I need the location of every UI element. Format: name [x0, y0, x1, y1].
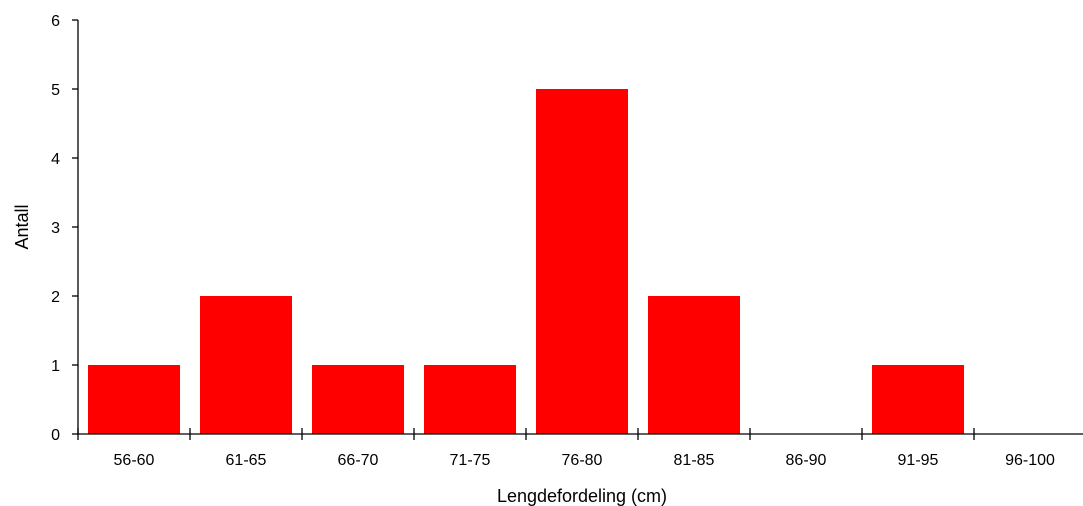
bar-56-60: [88, 365, 180, 434]
x-tick-label: 66-70: [338, 452, 379, 469]
x-tick-label: 86-90: [786, 452, 827, 469]
bar-91-95: [872, 365, 964, 434]
x-tick-label: 61-65: [226, 452, 267, 469]
y-tick-label: 3: [51, 220, 60, 237]
bar-76-80: [536, 89, 628, 434]
x-axis-title: Lengdefordeling (cm): [497, 486, 667, 506]
x-tick-label: 56-60: [114, 452, 155, 469]
y-tick-label: 1: [51, 358, 60, 375]
x-ticks-group: 56-60 61-65 66-70 71-75 76-80 81-85 86-90 91-95…: [77, 428, 1055, 469]
bar-61-65: [200, 296, 292, 434]
y-tick-label: 5: [51, 82, 60, 99]
x-tick-label: 71-75: [450, 452, 491, 469]
y-tick-label: 0: [51, 427, 60, 444]
x-tick-label: 91-95: [898, 452, 939, 469]
y-tick-label: 6: [51, 13, 60, 30]
y-tick-label: 4: [51, 151, 60, 168]
bar-81-85: [648, 296, 740, 434]
y-axis-title: Antall: [12, 204, 32, 249]
y-ticks-group: 0 1 2 3 4 5 6: [51, 13, 78, 444]
bar-71-75: [424, 365, 516, 434]
x-tick-label: 96-100: [1005, 452, 1055, 469]
x-tick-label: 81-85: [674, 452, 715, 469]
bar-66-70: [312, 365, 404, 434]
x-tick-label: 76-80: [562, 452, 603, 469]
y-tick-label: 2: [51, 289, 60, 306]
bars-group: [88, 89, 964, 434]
